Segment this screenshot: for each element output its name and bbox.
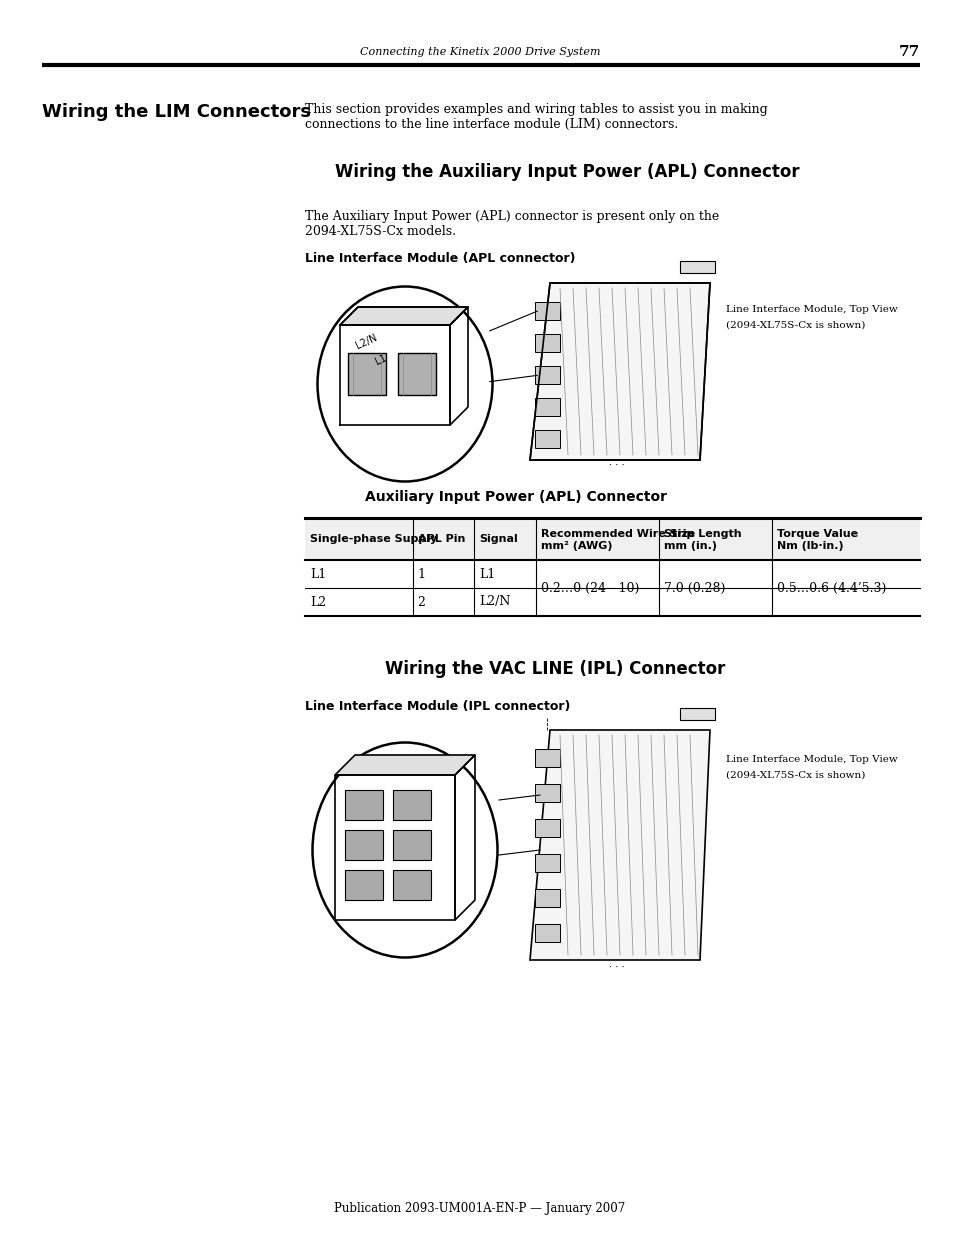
- FancyBboxPatch shape: [679, 261, 714, 273]
- Text: Auxiliary Input Power (APL) Connector: Auxiliary Input Power (APL) Connector: [365, 490, 666, 504]
- Text: connections to the line interface module (LIM) connectors.: connections to the line interface module…: [305, 119, 678, 131]
- Text: Wiring the LIM Connectors: Wiring the LIM Connectors: [42, 103, 311, 121]
- Text: Wiring the VAC LINE (IPL) Connector: Wiring the VAC LINE (IPL) Connector: [385, 659, 724, 678]
- Text: · · ·: · · ·: [609, 461, 624, 469]
- Text: 7.0 (0.28): 7.0 (0.28): [663, 582, 724, 594]
- FancyBboxPatch shape: [348, 353, 386, 395]
- Text: L2/N: L2/N: [354, 332, 378, 351]
- Text: mm² (AWG): mm² (AWG): [540, 541, 612, 551]
- FancyBboxPatch shape: [535, 398, 559, 416]
- Text: Nm (lb·in.): Nm (lb·in.): [777, 541, 843, 551]
- Polygon shape: [530, 283, 709, 459]
- FancyBboxPatch shape: [397, 353, 436, 395]
- Text: (2094-XL75S-Cx is shown): (2094-XL75S-Cx is shown): [725, 771, 864, 779]
- Text: 0.2…0 (24—10): 0.2…0 (24—10): [540, 582, 639, 594]
- Text: Line Interface Module, Top View: Line Interface Module, Top View: [725, 756, 897, 764]
- Text: Strip Length: Strip Length: [663, 529, 740, 538]
- FancyBboxPatch shape: [679, 708, 714, 720]
- Text: Line Interface Module (APL connector): Line Interface Module (APL connector): [305, 252, 575, 266]
- Text: L1: L1: [478, 568, 495, 580]
- FancyBboxPatch shape: [393, 869, 431, 900]
- Text: L2/N: L2/N: [478, 595, 510, 609]
- Polygon shape: [530, 730, 709, 960]
- FancyBboxPatch shape: [535, 333, 559, 352]
- Text: 2094-XL75S-Cx models.: 2094-XL75S-Cx models.: [305, 225, 456, 238]
- Text: · · ·: · · ·: [609, 963, 624, 972]
- Text: L2: L2: [310, 595, 326, 609]
- Text: L1: L1: [374, 353, 389, 367]
- Text: Recommended Wire Size: Recommended Wire Size: [540, 529, 694, 538]
- Text: 0.5…0.6 (4.4’5.3): 0.5…0.6 (4.4’5.3): [777, 582, 886, 594]
- Text: APL Pin: APL Pin: [417, 534, 464, 543]
- FancyBboxPatch shape: [535, 784, 559, 802]
- Text: (2094-XL75S-Cx is shown): (2094-XL75S-Cx is shown): [725, 321, 864, 330]
- Text: Wiring the Auxiliary Input Power (APL) Connector: Wiring the Auxiliary Input Power (APL) C…: [335, 163, 799, 182]
- Text: Publication 2093-UM001A-EN-P — January 2007: Publication 2093-UM001A-EN-P — January 2…: [334, 1202, 625, 1215]
- Text: Line Interface Module, Top View: Line Interface Module, Top View: [725, 305, 897, 315]
- Polygon shape: [339, 308, 468, 325]
- Text: Single-phase Supply: Single-phase Supply: [310, 534, 436, 543]
- Text: Torque Value: Torque Value: [777, 529, 858, 538]
- FancyBboxPatch shape: [535, 303, 559, 320]
- FancyBboxPatch shape: [535, 366, 559, 384]
- FancyBboxPatch shape: [535, 889, 559, 906]
- Text: Connecting the Kinetix 2000 Drive System: Connecting the Kinetix 2000 Drive System: [359, 47, 599, 57]
- Text: Line Interface Module (IPL connector): Line Interface Module (IPL connector): [305, 700, 570, 713]
- Text: This section provides examples and wiring tables to assist you in making: This section provides examples and wirin…: [305, 103, 767, 116]
- FancyBboxPatch shape: [535, 853, 559, 872]
- FancyBboxPatch shape: [345, 790, 382, 820]
- FancyBboxPatch shape: [535, 748, 559, 767]
- Polygon shape: [335, 755, 475, 776]
- Text: Signal: Signal: [478, 534, 517, 543]
- FancyBboxPatch shape: [305, 517, 919, 559]
- FancyBboxPatch shape: [345, 830, 382, 860]
- FancyBboxPatch shape: [535, 819, 559, 837]
- Text: L1: L1: [310, 568, 326, 580]
- FancyBboxPatch shape: [345, 869, 382, 900]
- Text: mm (in.): mm (in.): [663, 541, 716, 551]
- FancyBboxPatch shape: [393, 830, 431, 860]
- Text: 2: 2: [417, 595, 425, 609]
- FancyBboxPatch shape: [393, 790, 431, 820]
- Text: The Auxiliary Input Power (APL) connector is present only on the: The Auxiliary Input Power (APL) connecto…: [305, 210, 719, 224]
- FancyBboxPatch shape: [535, 430, 559, 448]
- FancyBboxPatch shape: [535, 924, 559, 942]
- Text: 77: 77: [898, 44, 919, 59]
- Text: 1: 1: [417, 568, 425, 580]
